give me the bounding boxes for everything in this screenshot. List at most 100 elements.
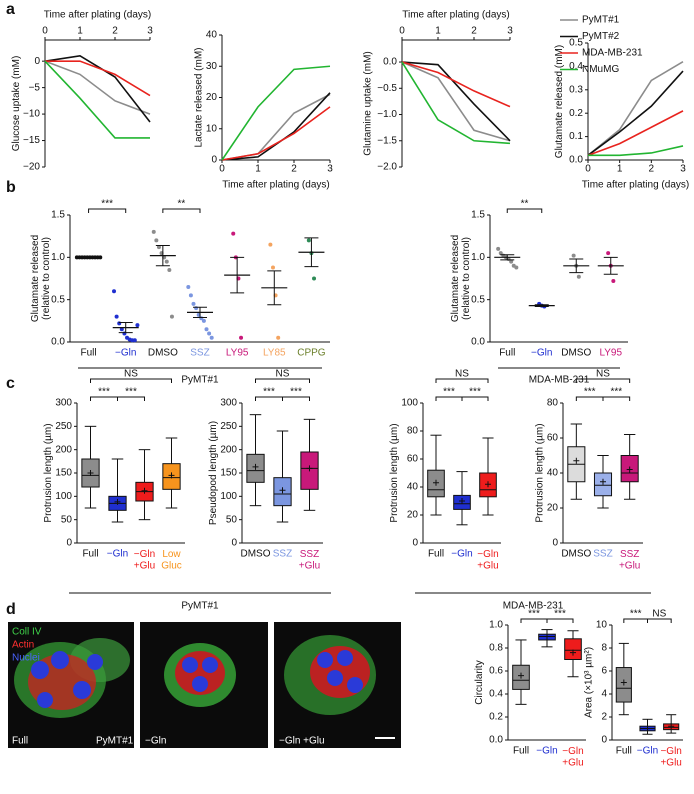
data-point (209, 335, 214, 340)
y-tick-label: 40 (206, 30, 218, 41)
y-tick-label: 20 (547, 503, 559, 514)
error-bar (155, 244, 170, 267)
y-tick-label: 20 (206, 92, 218, 103)
series-line (401, 61, 511, 142)
x-tick-label: SSZ (190, 348, 209, 359)
y-tick-label: 100 (220, 491, 237, 502)
series-line (44, 60, 151, 115)
data-point (151, 229, 156, 234)
data-point (164, 259, 169, 264)
data-point (571, 253, 576, 258)
x-tick-label: DMSO (241, 549, 271, 560)
mean-marker (433, 479, 439, 486)
x-tick-label: 1 (255, 164, 261, 175)
x-tick-label: Full (82, 549, 98, 560)
nucleus (51, 651, 69, 669)
y-tick-label: 6 (601, 666, 607, 677)
y-axis-label: Glutamate released (mM) (554, 45, 565, 158)
y-axis-label: Protrusion length (µm) (389, 423, 400, 522)
significance-label: *** (528, 609, 540, 620)
y-tick-label: 0.1 (569, 131, 583, 142)
group-label: MDA-MB-231 (529, 375, 590, 386)
data-point (156, 245, 161, 250)
y-tick-label: 0.0 (383, 57, 397, 68)
y-tick-label: −1.5 (377, 135, 397, 146)
x-tick-label: 2 (649, 164, 655, 175)
significance-bracket (90, 378, 172, 383)
significance-bracket (255, 378, 310, 383)
x-tick-label: Full (428, 549, 444, 560)
y-tick-label: 0.8 (489, 643, 503, 654)
data-point (312, 276, 317, 281)
significance-bracket (575, 378, 631, 383)
significance-label: NS (124, 369, 138, 380)
x-tick-label: Full (81, 348, 97, 359)
significance-label: NS (652, 609, 666, 620)
series-line (45, 60, 151, 97)
data-point (186, 284, 191, 289)
series-line (587, 110, 684, 157)
data-point (576, 274, 581, 279)
error-bar (569, 258, 584, 274)
panel-label: c (6, 375, 15, 392)
significance-bracket (647, 618, 672, 623)
x-tick-label: SSZ (273, 549, 292, 560)
error-bar (603, 256, 618, 275)
nucleus (73, 681, 91, 699)
significance-bracket (435, 378, 489, 383)
y-tick-label: −1.0 (377, 109, 397, 120)
y-axis-label: Protrusion length (µm) (535, 423, 546, 522)
x-tick-label: −Gln (531, 348, 552, 359)
significance-label: *** (584, 387, 596, 398)
data-point (191, 301, 196, 306)
mean-marker (87, 470, 94, 476)
mean-marker (544, 633, 550, 640)
data-point (268, 242, 273, 247)
nucleus (31, 661, 49, 679)
data-point (112, 289, 117, 294)
significance-label: NS (455, 369, 469, 380)
x-tick-label: 2 (112, 26, 118, 37)
x-tick-label: −Gln (536, 746, 557, 757)
y-tick-label: 2 (601, 712, 607, 723)
x-axis-label: Time after plating (days) (582, 180, 689, 191)
y-tick-label: 150 (220, 468, 237, 479)
x-tick-label: −Gln (637, 746, 658, 757)
significance-bracket (117, 396, 145, 401)
y-tick-label: 200 (55, 444, 72, 455)
mean-marker (620, 679, 627, 686)
group-label: PyMT#1 (181, 601, 219, 612)
y-tick-label: 0 (211, 155, 217, 166)
x-tick-label: −Gln +Glu (562, 746, 583, 769)
y-axis-label: Pseudopod length (µm) (208, 421, 219, 525)
data-point (114, 314, 119, 319)
series-line (401, 61, 511, 108)
condition-label: −Gln +Glu (279, 736, 325, 747)
x-axis-label: Time after plating (days) (44, 10, 151, 21)
y-tick-label: 8 (601, 643, 607, 654)
series-line (401, 61, 511, 142)
x-tick-label: LY85 (263, 348, 286, 359)
y-tick-label: 100 (55, 491, 72, 502)
y-tick-label: 80 (547, 398, 559, 409)
mean-marker (626, 466, 633, 473)
data-point (169, 314, 174, 319)
nucleus (317, 652, 333, 668)
y-tick-label: 0.5 (51, 294, 65, 305)
y-axis-label: Circularity (474, 660, 485, 704)
x-tick-label: 1 (435, 26, 441, 37)
y-tick-label: 0 (231, 538, 237, 549)
x-tick-label: 0 (42, 26, 48, 37)
x-tick-label: −Gln (115, 348, 136, 359)
error-bar (230, 256, 245, 294)
y-tick-label: 100 (401, 398, 418, 409)
x-tick-label: 0 (585, 164, 591, 175)
y-axis-label: Glutamine uptake (mM) (363, 51, 374, 155)
x-tick-label: Full (616, 746, 632, 757)
condition-label: Full (12, 736, 28, 747)
y-tick-label: 10 (206, 123, 218, 134)
error-bar (534, 304, 549, 307)
nucleus (87, 654, 103, 670)
y-tick-label: −20 (23, 162, 40, 173)
y-tick-label: 50 (61, 514, 73, 525)
